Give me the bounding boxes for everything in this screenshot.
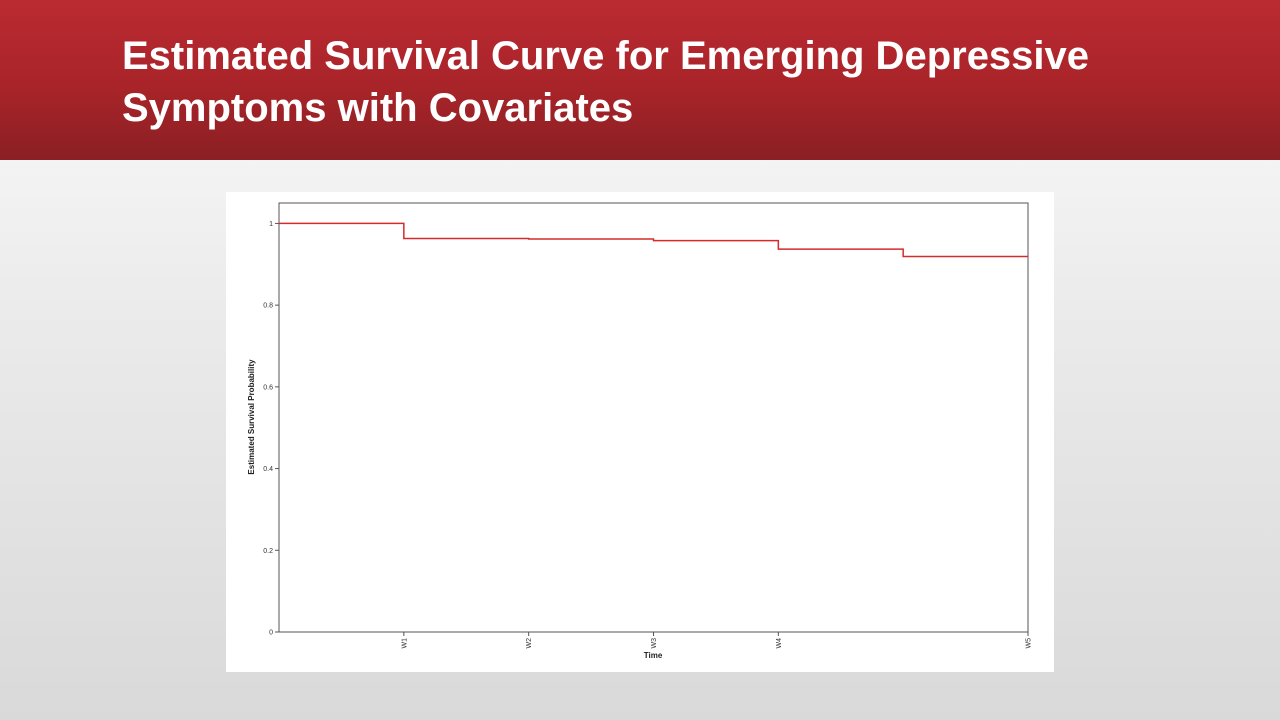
x-axis-ticks: W1 W2 W3 W4 W5 — [401, 632, 1033, 649]
title-bar: Estimated Survival Curve for Emerging De… — [0, 0, 1280, 160]
slide-title: Estimated Survival Curve for Emerging De… — [122, 34, 1090, 130]
x-tick-label: W5 — [1026, 638, 1033, 649]
x-tick-label: W1 — [401, 638, 408, 649]
y-tick-label: 0.6 — [263, 384, 273, 391]
chart-panel: 0 0.2 0.4 0.6 0.8 1 W1 W2 W3 W4 W5 Time Estimated… — [226, 192, 1054, 672]
plot-frame — [278, 202, 1029, 633]
x-axis-title: Time — [644, 651, 663, 660]
y-axis-ticks: 0 0.2 0.4 0.6 0.8 1 — [263, 221, 279, 637]
y-tick-label: 0.8 — [263, 303, 273, 310]
x-tick-label: W4 — [776, 638, 783, 649]
y-tick-label: 1 — [269, 221, 273, 228]
y-tick-label: 0 — [269, 630, 273, 637]
x-tick-label: W2 — [526, 638, 533, 649]
y-axis-title: Estimated Survival Probability — [247, 359, 256, 475]
survival-chart: 0 0.2 0.4 0.6 0.8 1 W1 W2 W3 W4 W5 Time Estimated… — [247, 202, 1033, 660]
x-tick-label: W3 — [651, 638, 658, 649]
y-tick-label: 0.4 — [263, 466, 273, 473]
y-tick-label: 0.2 — [263, 548, 273, 555]
survival-curve — [279, 222, 1028, 258]
